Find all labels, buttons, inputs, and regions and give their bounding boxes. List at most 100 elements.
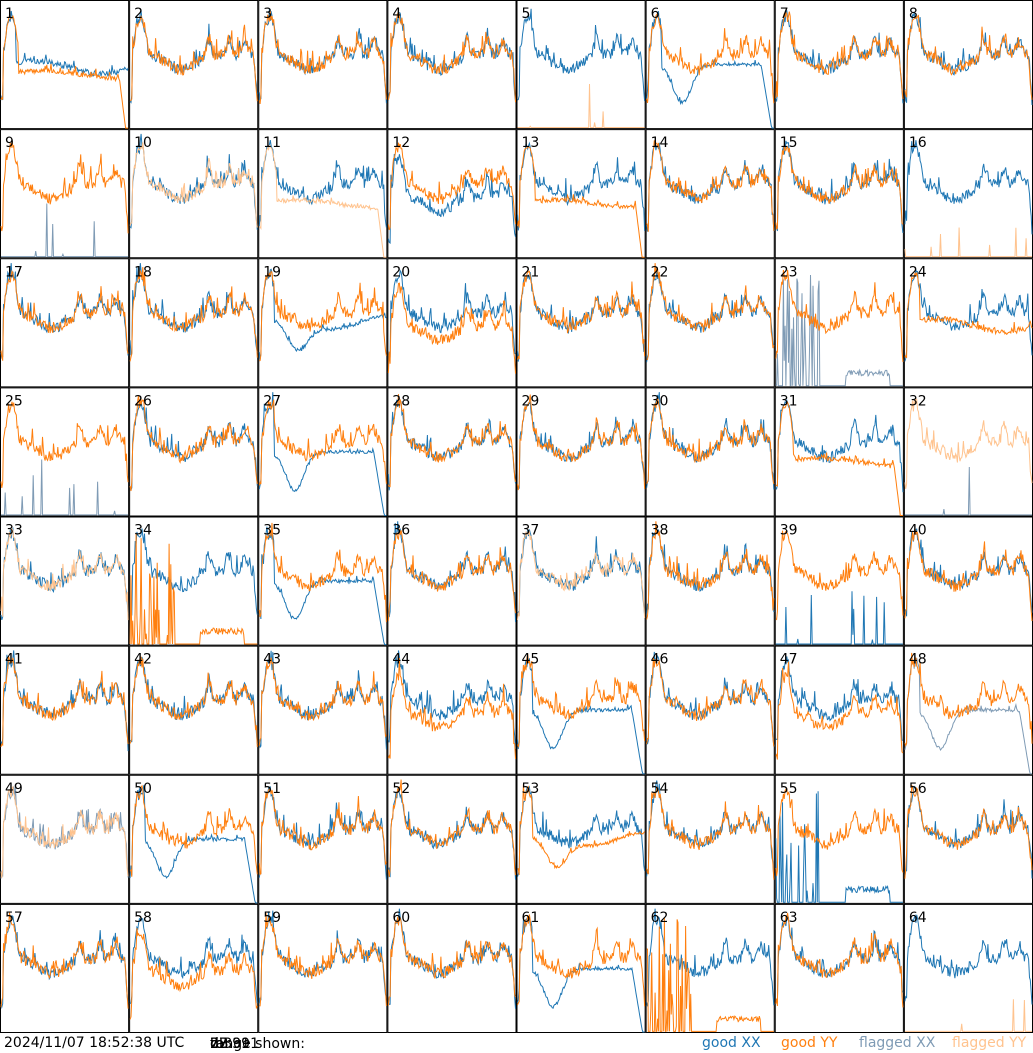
- range-min: 7.391: [210, 1036, 251, 1052]
- panel-14: 14: [645, 129, 775, 259]
- series-yy-52: [387, 779, 516, 878]
- panel-label: 64: [909, 910, 927, 926]
- panel-47: 47: [774, 645, 904, 775]
- panel-label: 40: [909, 523, 927, 539]
- panel-label: 37: [522, 523, 540, 539]
- series-xx-19: [258, 268, 387, 360]
- panel-label: 57: [5, 910, 23, 926]
- panel-15: 15: [774, 129, 904, 259]
- panel-label: 4: [392, 6, 401, 22]
- series-yy-59: [259, 912, 387, 1007]
- panel-54: 54: [645, 774, 775, 904]
- series-yy-61: [517, 914, 646, 1007]
- timestamp: 2024/11/07 18:52:38 UTC: [4, 1035, 185, 1051]
- panel-29: 29: [516, 387, 646, 517]
- series-yy-50: [129, 784, 258, 877]
- panel-label: 38: [651, 523, 669, 539]
- panel-55: 55: [774, 774, 904, 904]
- panel-label: 31: [780, 393, 798, 409]
- series-yy-34: [129, 533, 258, 645]
- series-yy-56: [904, 784, 1033, 879]
- panel-39: 39: [774, 516, 904, 646]
- series-yy-51: [258, 788, 387, 876]
- panel-44: 44: [387, 645, 517, 775]
- series-xx-5: [517, 8, 646, 102]
- series-xx-9: [1, 203, 129, 258]
- panel-label: 26: [134, 393, 152, 409]
- panel-label: 18: [134, 264, 152, 280]
- series-yy-9: [0, 140, 129, 234]
- series-yy-38: [646, 521, 775, 620]
- series-xx-45: [517, 658, 645, 775]
- series-yy-26: [129, 395, 258, 492]
- panel-3: 3: [258, 0, 388, 130]
- panel-frame: [516, 129, 646, 259]
- panel-60: 60: [387, 903, 517, 1033]
- series-yy-49: [0, 785, 129, 879]
- series-xx-48: [904, 655, 1032, 775]
- panel-6: 6: [645, 0, 775, 130]
- series-xx-11: [258, 140, 387, 228]
- series-xx-25: [1, 459, 129, 516]
- panel-frame: [387, 387, 517, 517]
- series-xx-39: [775, 591, 903, 645]
- panel-27: 27: [258, 387, 388, 517]
- panel-label: 3: [263, 6, 272, 22]
- panel-31: 31: [774, 387, 904, 517]
- series-xx-44: [387, 650, 516, 749]
- series-yy-53: [517, 784, 646, 875]
- series-yy-39: [775, 530, 904, 621]
- panel-61: 61: [516, 903, 646, 1033]
- series-yy-4: [387, 9, 516, 103]
- range-max: 27.391: [210, 1036, 259, 1052]
- panel-label: 55: [780, 781, 798, 797]
- panel-label: 30: [651, 393, 669, 409]
- panel-label: 29: [522, 393, 540, 409]
- panel-7: 7: [774, 0, 904, 130]
- panel-43: 43: [258, 645, 388, 775]
- panel-51: 51: [258, 774, 388, 904]
- panel-frame: [387, 774, 517, 904]
- series-yy-7: [775, 10, 904, 100]
- series-yy-6: [646, 13, 775, 104]
- series-yy-64: [904, 999, 1032, 1032]
- panel-label: 15: [780, 135, 798, 151]
- series-yy-25: [0, 401, 129, 488]
- panel-label: 23: [780, 264, 798, 280]
- series-xx-64: [904, 913, 1033, 1005]
- panel-label: 60: [392, 910, 410, 926]
- panel-label: 21: [522, 264, 540, 280]
- series-xx-3: [258, 8, 387, 104]
- panel-label: 58: [134, 910, 152, 926]
- panel-62: 62: [645, 903, 775, 1033]
- panel-11: 11: [258, 129, 388, 259]
- panel-frame: [0, 387, 130, 517]
- panel-label: 16: [909, 135, 927, 151]
- panel-label: 5: [522, 6, 531, 22]
- panel-48: 48: [903, 645, 1033, 775]
- panel-4: 4: [387, 0, 517, 130]
- panel-frame: [129, 129, 259, 259]
- panel-12: 12: [387, 129, 517, 259]
- panel-label: 48: [909, 652, 927, 668]
- panel-label: 35: [263, 523, 281, 539]
- panel-label: 14: [651, 135, 669, 151]
- panel-34: 34: [129, 516, 259, 646]
- panel-frame: [645, 0, 775, 130]
- panel-label: 51: [263, 781, 281, 797]
- panel-label: 34: [134, 523, 152, 539]
- series-xx-23: [775, 274, 903, 387]
- panel-50: 50: [129, 774, 259, 904]
- series-yy-36: [387, 528, 516, 621]
- panel-label: 44: [392, 652, 410, 668]
- panel-label: 25: [5, 393, 23, 409]
- series-yy-11: [259, 144, 387, 258]
- panel-46: 46: [645, 645, 775, 775]
- series-yy-10: [129, 142, 258, 228]
- panel-5: 5: [516, 0, 646, 130]
- panel-label: 9: [5, 135, 14, 151]
- series-yy-12: [387, 142, 516, 231]
- series-yy-2: [129, 14, 258, 102]
- panel-label: 19: [263, 264, 281, 280]
- panel-label: 6: [651, 6, 660, 22]
